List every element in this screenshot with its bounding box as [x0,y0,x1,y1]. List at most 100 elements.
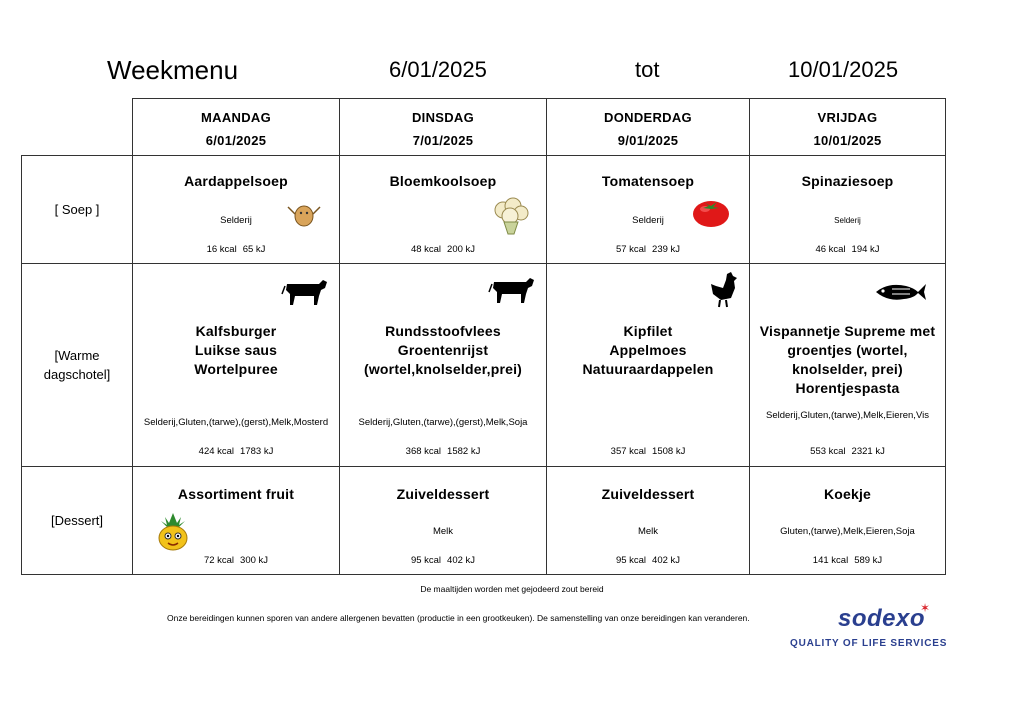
nutrition: 48 kcal 200 kJ [340,244,546,255]
kj: 402 kJ [447,555,476,566]
kcal: 16 kcal [206,244,237,255]
row-label-main: [Warme dagschotel] [21,263,133,467]
kcal: 95 kcal [410,555,442,566]
soup-cell-tuesday: Bloemkoolsoep 48 kcal 200 kJ [339,155,547,264]
allergens: Melk [637,526,659,537]
chicken-icon [711,272,737,308]
kcal: 46 kcal [815,244,846,255]
soup-row: [ Soep ] Aardappelsoep Selderij 16 kcal 6… [21,155,946,264]
dish-name: Spinaziesoep [801,173,894,189]
kcal: 424 kcal [198,446,235,457]
date-to: 10/01/2025 [788,57,899,82]
day-name: DONDERDAG [604,110,692,125]
kj: 200 kJ [447,244,476,255]
kj: 589 kJ [854,555,883,566]
allergens: Selderij [220,215,252,226]
cow-icon [488,278,534,303]
day-name: DINSDAG [411,110,475,125]
footer-note-allergens: Onze bereidingen kunnen sporen van ander… [167,613,750,623]
cow-icon [281,280,327,305]
corner-cell [21,98,133,156]
pineapple-icon [158,513,188,551]
kj: 402 kJ [652,555,681,566]
kcal: 553 kcal [810,446,846,457]
nutrition: 95 kcal 402 kJ [340,555,546,566]
allergens: Melk [432,526,454,537]
allergens: Gluten,(tarwe),Melk,Eieren,Soja [780,526,915,537]
main-cell-friday: Vispannetje Supreme met groentjes (worte… [749,263,946,467]
dessert-cell-tuesday: Zuiveldessert Melk 95 kcal 402 kJ [339,466,547,575]
kj: 1783 kJ [240,446,274,457]
nutrition: 553 kcal 2321 kJ [750,446,945,457]
nutrition: 368 kcal 1582 kJ [340,446,546,457]
nutrition: 72 kcal 300 kJ [133,555,339,566]
main-cell-tuesday: Rundsstoofvlees Groentenrijst (wortel,kn… [339,263,547,467]
allergens: Selderij [632,215,664,226]
sodexo-logo: sodexo ✶ QUALITY OF LIFE SERVICES [790,601,946,651]
day-header-tuesday: DINSDAG 7/01/2025 [339,98,547,156]
kcal: 141 kcal [812,555,849,566]
logo-star-icon: ✶ [920,601,931,615]
day-date: 9/01/2025 [617,133,679,148]
day-name: VRIJDAG [817,110,878,125]
cauliflower-icon [494,197,529,235]
day-header-row: MAANDAG 6/01/2025 DINSDAG 7/01/2025 DOND… [21,98,946,156]
dessert-row: [Dessert] Assortiment fruit 72 kcal 300 k… [21,466,946,575]
footer-note-iodized-salt: De maaltijden worden met gejodeerd zout … [420,584,604,594]
date-separator: tot [635,57,660,82]
dish-name: Tomatensoep [601,173,695,189]
day-header-thursday: DONDERDAG 9/01/2025 [546,98,750,156]
dish-name: Koekje [823,486,872,502]
logo-wordmark: sodexo [838,605,926,632]
tomato-icon [693,201,729,227]
allergens: Selderij,Gluten,(tarwe),(gerst),Melk,Soj… [358,417,528,428]
kcal: 48 kcal [410,244,442,255]
dish-name: Vispannetje Supreme met groentjes (worte… [759,323,936,396]
dish-name: Assortiment fruit [177,486,295,502]
row-label-main-text: [Warme dagschotel] [43,348,111,382]
dish-name: Bloemkoolsoep [389,173,497,189]
main-cell-thursday: Kipfilet Appelmoes Natuuraardappelen 357… [546,263,750,467]
soup-cell-monday: Aardappelsoep Selderij 16 kcal 65 kJ [132,155,340,264]
nutrition: 424 kcal 1783 kJ [133,446,339,457]
potato-icon [287,205,321,227]
day-date: 6/01/2025 [205,133,267,148]
dish-name: Zuiveldessert [601,486,695,502]
date-from: 6/01/2025 [389,57,487,82]
main-row: [Warme dagschotel] Kalfsburger Luikse sa… [21,263,946,467]
kj: 2321 kJ [851,446,885,457]
kj: 194 kJ [851,244,880,255]
dessert-cell-monday: Assortiment fruit 72 kcal 300 kJ [132,466,340,575]
row-label-dessert: [Dessert] [21,466,133,575]
page-title: Weekmenu [107,55,239,85]
kj: 65 kJ [242,244,266,255]
kj: 239 kJ [652,244,681,255]
kcal: 368 kcal [405,446,442,457]
dish-name: Rundsstoofvlees Groentenrijst (wortel,kn… [363,323,523,377]
dessert-cell-thursday: Zuiveldessert Melk 95 kcal 402 kJ [546,466,750,575]
soup-cell-thursday: Tomatensoep Selderij 57 kcal 239 kJ [546,155,750,264]
kj: 1508 kJ [652,446,686,457]
kcal: 357 kcal [610,446,647,457]
nutrition: 357 kcal 1508 kJ [547,446,749,457]
nutrition: 16 kcal 65 kJ [133,244,339,255]
main-cell-monday: Kalfsburger Luikse saus Wortelpuree Seld… [132,263,340,467]
allergens: Selderij,Gluten,(tarwe),Melk,Eieren,Vis [766,410,929,421]
fish-icon [876,284,926,300]
kcal: 57 kcal [615,244,647,255]
soup-cell-friday: Spinaziesoep Selderij 46 kcal 194 kJ [749,155,946,264]
day-name: MAANDAG [201,110,271,125]
kj: 300 kJ [240,555,269,566]
kcal: 95 kcal [615,555,647,566]
day-date: 7/01/2025 [412,133,474,148]
day-date: 10/01/2025 [813,133,882,148]
row-label-soup: [ Soep ] [21,155,133,264]
dish-name: Kalfsburger Luikse saus Wortelpuree [194,323,278,377]
nutrition: 141 kcal 589 kJ [750,555,945,566]
nutrition: 46 kcal 194 kJ [750,244,945,255]
menu-table: MAANDAG 6/01/2025 DINSDAG 7/01/2025 DOND… [21,98,946,575]
nutrition: 57 kcal 239 kJ [547,244,749,255]
dish-name: Zuiveldessert [396,486,490,502]
dish-name: Aardappelsoep [184,173,288,189]
day-header-monday: MAANDAG 6/01/2025 [132,98,340,156]
